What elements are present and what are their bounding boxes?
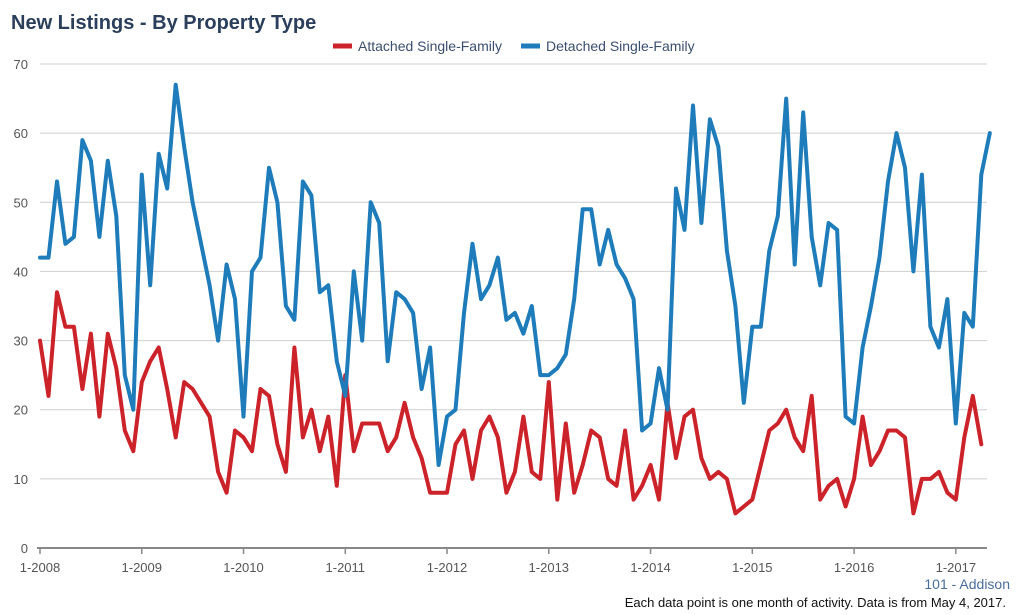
x-tick-label: 1-2016 — [834, 560, 874, 575]
y-axis-ticks: 0 10 20 30 40 50 60 70 — [14, 57, 28, 556]
y-tick-label: 30 — [14, 334, 28, 349]
x-tick-label: 1-2009 — [122, 560, 162, 575]
x-tick-label: 1-2012 — [427, 560, 467, 575]
x-tick-label: 1-2015 — [732, 560, 772, 575]
y-tick-label: 10 — [14, 472, 28, 487]
legend-item-detached[interactable]: Detached Single-Family — [521, 38, 695, 54]
y-tick-label: 20 — [14, 403, 28, 418]
x-tick-label: 1-2014 — [630, 560, 670, 575]
series-line-detached — [38, 82, 992, 467]
x-tick-label: 1-2008 — [20, 560, 60, 575]
series-lines — [38, 82, 992, 516]
chart-title: New Listings - By Property Type — [11, 12, 316, 34]
gridlines — [40, 63, 987, 480]
y-tick-label: 0 — [21, 541, 28, 556]
x-tick-label: 1-2010 — [223, 560, 263, 575]
x-tick-label: 1-2011 — [326, 560, 366, 575]
series-line-attached — [38, 290, 984, 516]
y-tick-label: 70 — [14, 57, 28, 72]
legend: Attached Single-Family Detached Single-F… — [333, 38, 695, 54]
region-label: 101 - Addison — [924, 576, 1010, 592]
y-tick-label: 50 — [14, 195, 28, 210]
x-tick-label: 1-2017 — [936, 560, 976, 575]
legend-label-detached: Detached Single-Family — [546, 38, 695, 54]
y-tick-label: 60 — [14, 126, 28, 141]
legend-label-attached: Attached Single-Family — [358, 38, 502, 54]
x-tick-label: 1-2013 — [529, 560, 569, 575]
legend-item-attached[interactable]: Attached Single-Family — [333, 38, 502, 54]
footnote: Each data point is one month of activity… — [625, 595, 1006, 610]
x-axis-ticks: 1-2008 1-2009 1-2010 1-2011 1-2012 1-2013 1-20… — [20, 548, 976, 575]
y-tick-label: 40 — [14, 264, 28, 279]
